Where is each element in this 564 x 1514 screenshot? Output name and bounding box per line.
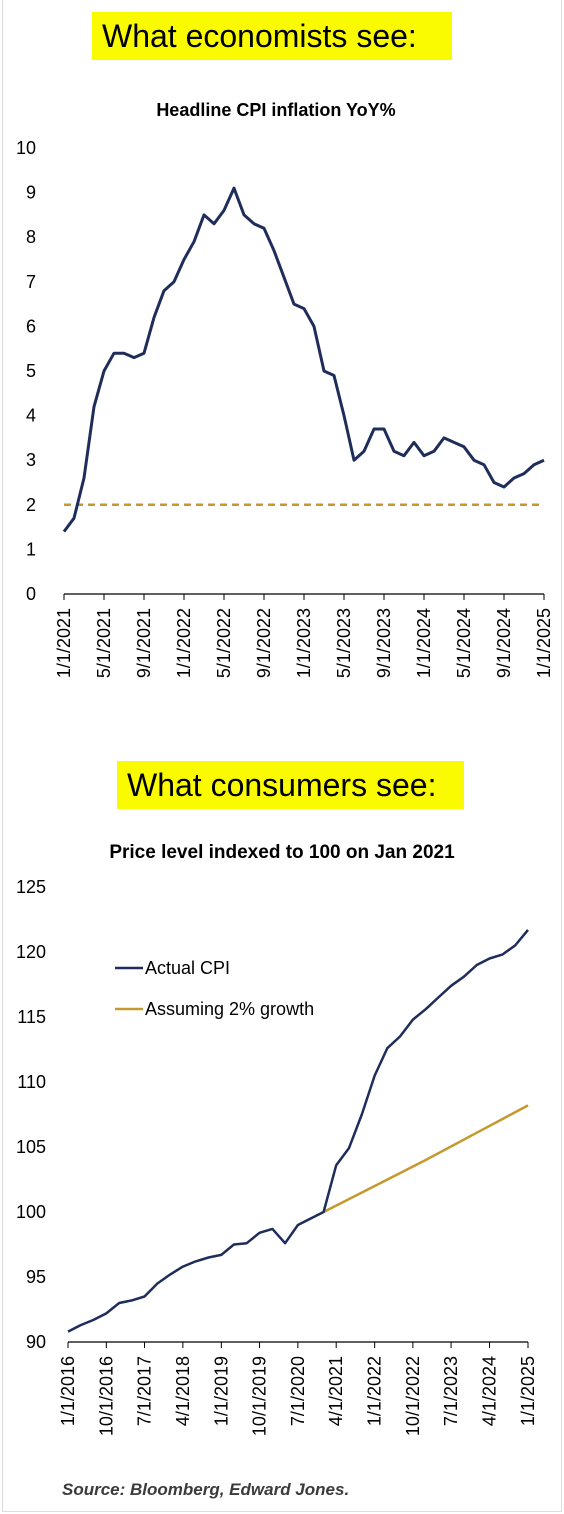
x-tick-label: 1/1/2025 <box>518 1356 538 1426</box>
cpi-yoy-series-line <box>62 186 545 533</box>
price-level-chart: Price level indexed to 100 on Jan 2021 90… <box>16 842 538 1436</box>
x-tick-label: 10/1/2016 <box>96 1356 116 1436</box>
y-tick-label: 5 <box>26 361 36 381</box>
y-tick-label: 9 <box>26 183 36 203</box>
x-tick-label: 10/1/2022 <box>403 1356 423 1436</box>
x-tick-label: 4/1/2024 <box>480 1356 500 1426</box>
y-tick-label: 7 <box>26 272 36 292</box>
x-tick-label: 1/1/2019 <box>211 1356 231 1426</box>
x-tick-label: 5/1/2022 <box>214 608 234 678</box>
x-tick-label: 7/1/2020 <box>288 1356 308 1426</box>
x-tick-label: 9/1/2022 <box>254 608 274 678</box>
assumed-growth-series-line <box>323 1104 529 1214</box>
y-tick-label: 105 <box>16 1137 46 1157</box>
x-tick-label: 9/1/2023 <box>374 608 394 678</box>
x-tick-label: 4/1/2018 <box>173 1356 193 1426</box>
source-note: Source: Bloomberg, Edward Jones. <box>62 1480 350 1499</box>
y-tick-label: 125 <box>16 877 46 897</box>
actual-cpi-series-line <box>67 929 529 1333</box>
x-tick-label: 1/1/2024 <box>414 608 434 678</box>
x-tick-label: 1/1/2025 <box>534 608 554 678</box>
x-tick-label: 1/1/2022 <box>365 1356 385 1426</box>
x-tick-label: 5/1/2024 <box>454 608 474 678</box>
y-tick-label: 90 <box>26 1332 46 1352</box>
x-tick-label: 1/1/2021 <box>54 608 74 678</box>
y-tick-label: 8 <box>26 227 36 247</box>
y-tick-label: 0 <box>26 584 36 604</box>
x-tick-label: 1/1/2016 <box>58 1356 78 1426</box>
chart-title: Price level indexed to 100 on Jan 2021 <box>109 842 455 863</box>
x-tick-label: 1/1/2023 <box>294 608 314 678</box>
y-tick-label: 2 <box>26 495 36 515</box>
legend-label: Assuming 2% growth <box>145 999 314 1019</box>
y-tick-label: 10 <box>16 138 36 158</box>
y-tick-label: 1 <box>26 539 36 559</box>
cpi-inflation-chart: Headline CPI inflation YoY% 0 1 2 3 4 5 6 7 8 9 10 1… <box>16 100 554 678</box>
chart-title: Headline CPI inflation YoY% <box>156 100 395 120</box>
y-tick-label: 100 <box>16 1202 46 1222</box>
legend-label: Actual CPI <box>145 958 230 978</box>
y-tick-label: 115 <box>17 1007 46 1027</box>
x-tick-label: 7/1/2023 <box>441 1356 461 1426</box>
y-tick-label: 6 <box>26 316 36 336</box>
x-tick-label: 9/1/2024 <box>494 608 514 678</box>
x-tick-label: 7/1/2017 <box>135 1356 155 1426</box>
y-tick-label: 4 <box>26 406 36 426</box>
x-tick-label: 5/1/2021 <box>94 608 114 678</box>
x-tick-label: 10/1/2019 <box>250 1356 270 1436</box>
x-tick-label: 9/1/2021 <box>134 608 154 678</box>
y-tick-label: 3 <box>26 450 36 470</box>
x-tick-label: 5/1/2023 <box>334 608 354 678</box>
consumers-banner: What consumers see: <box>117 761 464 809</box>
economists-banner: What economists see: <box>92 12 452 60</box>
y-tick-label: 110 <box>17 1072 46 1092</box>
x-tick-label: 4/1/2021 <box>326 1356 346 1426</box>
y-tick-label: 95 <box>26 1267 46 1287</box>
y-tick-label: 120 <box>16 942 46 962</box>
x-tick-label: 1/1/2022 <box>174 608 194 678</box>
